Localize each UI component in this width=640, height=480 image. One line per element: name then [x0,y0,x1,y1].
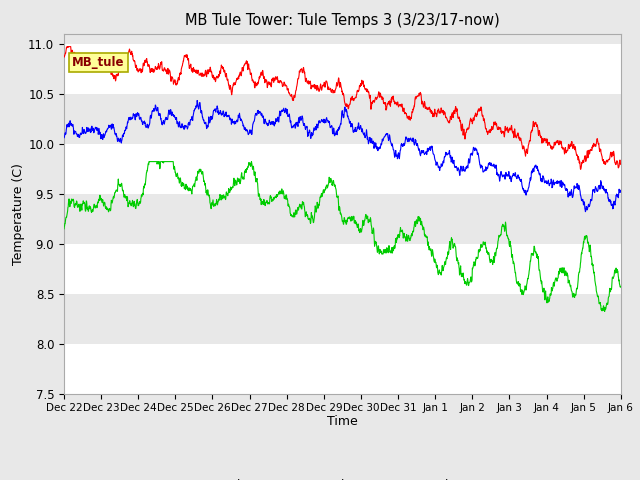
Legend: Tul3_Ts-8, Tul3_Ts-2, Tul3_Tw+4: Tul3_Ts-8, Tul3_Ts-2, Tul3_Tw+4 [187,473,498,480]
Text: MB_tule: MB_tule [72,56,125,69]
Y-axis label: Temperature (C): Temperature (C) [12,163,26,264]
Bar [64,94,621,144]
Bar [64,244,621,294]
Title: MB Tule Tower: Tule Temps 3 (3/23/17-now): MB Tule Tower: Tule Temps 3 (3/23/17-now… [185,13,500,28]
Bar [64,294,621,344]
X-axis label: Time: Time [327,415,358,428]
Bar [64,344,621,394]
Bar [64,144,621,193]
Bar [64,193,621,244]
Bar [64,44,621,94]
